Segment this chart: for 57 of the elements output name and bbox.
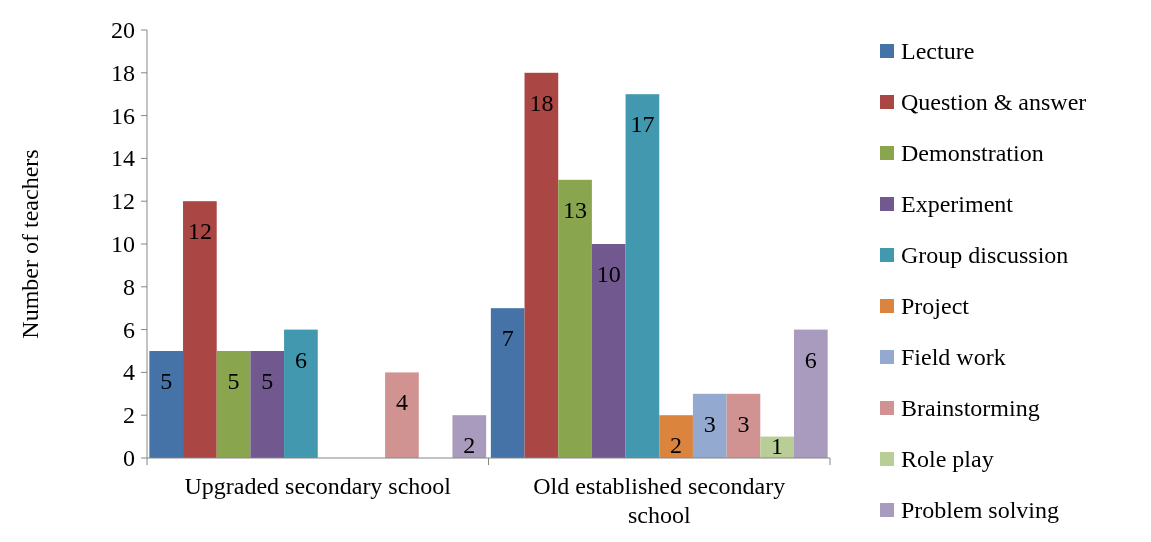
legend-label: Demonstration	[901, 140, 1044, 166]
y-tick-label: 12	[111, 188, 135, 215]
y-tick-label: 2	[123, 402, 135, 429]
data-label: 18	[529, 89, 554, 116]
legend-label: Problem solving	[901, 497, 1060, 523]
data-label: 3	[703, 410, 716, 437]
x-tick-label: Old established secondary school	[533, 473, 786, 528]
data-label: 1	[771, 433, 784, 459]
x-tick-label: Upgraded secondary school	[184, 473, 452, 499]
bar	[250, 351, 285, 458]
data-label: 5	[160, 368, 173, 394]
bar	[524, 72, 559, 458]
data-label: 2	[670, 432, 683, 459]
bar	[452, 415, 487, 458]
legend-label: Project	[901, 293, 970, 319]
data-label: 6	[804, 346, 817, 373]
y-axis-title: Number of teachers	[17, 149, 43, 339]
bar	[659, 415, 693, 458]
data-label: 12	[187, 218, 212, 245]
y-tick-label: 0	[123, 445, 135, 471]
data-label: 7	[501, 325, 514, 352]
y-tick-label: 18	[111, 59, 135, 86]
bar	[216, 351, 251, 458]
legend-label: Question & answer	[901, 89, 1087, 115]
data-label: 4	[395, 389, 408, 416]
bar	[558, 179, 592, 458]
y-tick-label: 8	[123, 273, 135, 300]
data-label: 5	[261, 368, 274, 394]
legend-label: Brainstorming	[901, 395, 1040, 421]
legend-label: Role play	[901, 446, 994, 472]
bar	[692, 393, 727, 458]
bar	[284, 329, 318, 458]
bar	[625, 94, 660, 458]
y-tick-label: 10	[111, 231, 135, 257]
legend-label: Field work	[901, 344, 1006, 370]
data-label: 6	[294, 346, 307, 373]
y-tick-label: 4	[123, 359, 135, 386]
bar	[490, 308, 525, 458]
bar	[149, 351, 184, 458]
y-tick-label: 20	[111, 17, 135, 43]
y-tick-label: 14	[111, 145, 135, 172]
bar	[183, 201, 217, 458]
data-label: 10	[596, 261, 621, 287]
y-tick-label: 6	[123, 316, 135, 343]
data-label: 3	[737, 410, 750, 437]
data-label: 2	[463, 432, 476, 459]
data-label: 17	[630, 111, 655, 138]
data-label: 5	[227, 368, 240, 394]
legend-label: Group discussion	[901, 242, 1069, 268]
legend-label: Lecture	[901, 38, 975, 64]
legend-label: Experiment	[901, 191, 1014, 217]
data-label: 13	[563, 196, 588, 223]
bar	[726, 393, 761, 458]
bar	[591, 244, 626, 458]
bar	[385, 372, 419, 458]
bar	[793, 329, 828, 458]
y-tick-label: 16	[111, 102, 135, 129]
